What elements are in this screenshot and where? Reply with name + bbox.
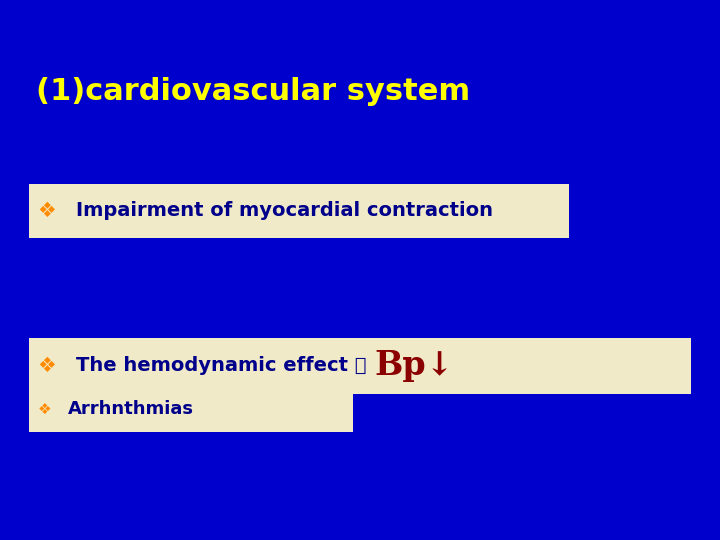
Text: (1)cardiovascular system: (1)cardiovascular system: [36, 77, 470, 106]
Text: ❖: ❖: [37, 200, 56, 221]
FancyBboxPatch shape: [29, 386, 353, 432]
FancyBboxPatch shape: [29, 184, 569, 238]
Text: Bp↓: Bp↓: [374, 349, 454, 382]
Text: Arrhnthmias: Arrhnthmias: [68, 400, 194, 418]
Text: The hemodynamic effect ：: The hemodynamic effect ：: [76, 356, 366, 375]
Text: ❖: ❖: [37, 356, 56, 376]
Text: Impairment of myocardial contraction: Impairment of myocardial contraction: [76, 201, 492, 220]
FancyBboxPatch shape: [29, 338, 691, 394]
Text: ❖: ❖: [38, 402, 51, 416]
